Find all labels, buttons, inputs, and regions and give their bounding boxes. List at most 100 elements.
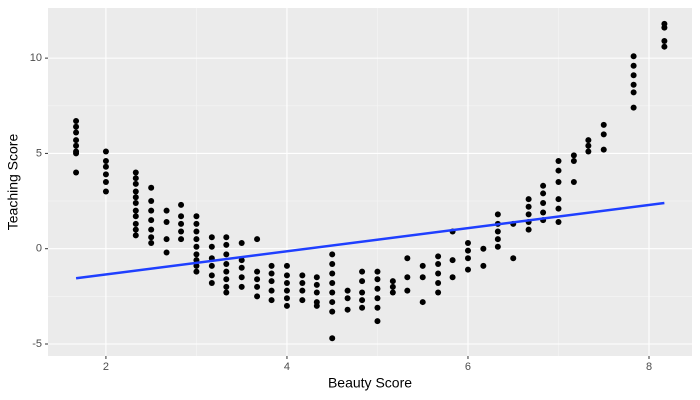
point (494, 243, 501, 250)
point (223, 234, 230, 241)
point (404, 287, 411, 294)
point (283, 272, 290, 279)
point (374, 268, 381, 275)
point (238, 283, 245, 290)
point (148, 184, 155, 191)
point (570, 179, 577, 185)
point (464, 255, 471, 262)
point (435, 253, 442, 260)
point (73, 137, 80, 144)
point (525, 196, 532, 203)
point (299, 297, 306, 304)
point (223, 283, 230, 290)
point (585, 142, 592, 149)
point (163, 249, 170, 256)
point (299, 272, 306, 279)
point (600, 121, 607, 128)
point (494, 236, 501, 243)
point (102, 158, 109, 165)
point (268, 278, 275, 285)
point (555, 219, 562, 226)
point (193, 220, 200, 227)
point (374, 276, 381, 283)
point (208, 280, 215, 287)
point (132, 175, 139, 182)
point (283, 302, 290, 309)
point (238, 239, 245, 246)
point (419, 262, 426, 269)
point (73, 142, 80, 149)
point (132, 169, 139, 176)
point (238, 257, 245, 264)
point (404, 274, 411, 281)
point (223, 241, 230, 248)
point (435, 260, 442, 267)
point (193, 268, 200, 275)
y-axis-label: Teaching Score (5, 134, 21, 231)
point (132, 180, 139, 187)
point (630, 104, 637, 111)
point (661, 37, 668, 44)
point (132, 220, 139, 227)
point (494, 211, 501, 218)
point (178, 228, 185, 235)
point (329, 335, 336, 342)
point (600, 131, 607, 138)
point (254, 268, 261, 275)
point (630, 89, 637, 96)
point (344, 287, 351, 294)
point (148, 198, 155, 205)
point (419, 299, 426, 306)
point (299, 280, 306, 287)
point (102, 188, 109, 195)
point (329, 289, 336, 296)
point (132, 226, 139, 233)
point (449, 274, 456, 281)
point (178, 213, 185, 220)
point (163, 236, 170, 243)
point (73, 118, 80, 125)
y-tick-label: -5 (32, 338, 42, 350)
point (555, 158, 562, 165)
point (283, 280, 290, 287)
point (223, 268, 230, 275)
point (359, 304, 366, 311)
point (359, 297, 366, 304)
point (329, 260, 336, 267)
point (238, 274, 245, 281)
point (223, 276, 230, 283)
point (329, 251, 336, 258)
point (329, 308, 336, 315)
x-tick-label: 4 (284, 361, 290, 373)
point (148, 217, 155, 224)
point (132, 232, 139, 239)
point (480, 245, 487, 252)
point (359, 289, 366, 296)
point (283, 262, 290, 269)
point (555, 205, 562, 212)
point (223, 260, 230, 267)
point (254, 293, 261, 300)
point (178, 236, 185, 243)
point (102, 179, 109, 185)
point (163, 207, 170, 214)
panel (48, 8, 692, 356)
point (600, 146, 607, 153)
point (132, 194, 139, 201)
point (389, 289, 396, 296)
point (555, 179, 562, 185)
point (540, 199, 547, 206)
point (208, 262, 215, 269)
point (193, 228, 200, 235)
point (254, 276, 261, 283)
point (404, 255, 411, 262)
point (268, 270, 275, 277)
fit-line (75, 201, 665, 280)
point (208, 272, 215, 279)
point (374, 285, 381, 292)
point (661, 43, 668, 50)
point (148, 207, 155, 214)
point (73, 150, 80, 157)
